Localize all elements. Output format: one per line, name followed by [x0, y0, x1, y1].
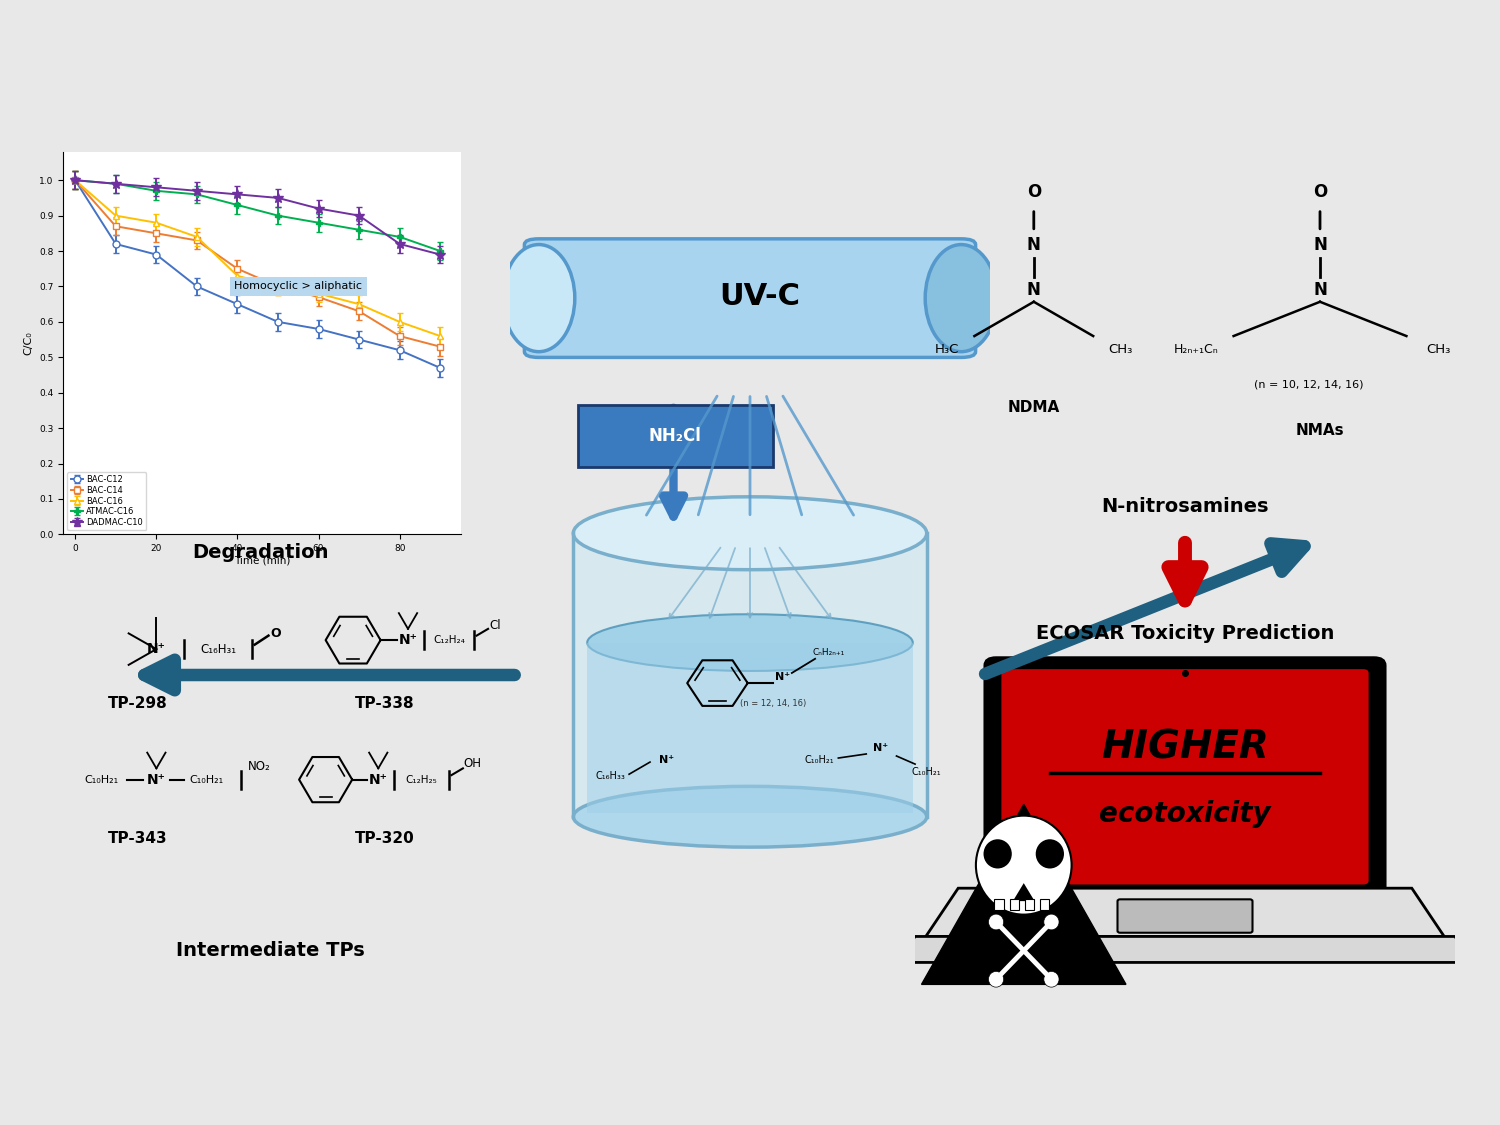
- Text: N⁺: N⁺: [776, 672, 790, 682]
- Text: C₁₀H₂₁: C₁₀H₂₁: [189, 775, 224, 784]
- FancyBboxPatch shape: [1040, 899, 1048, 910]
- Text: NH₂Cl: NH₂Cl: [648, 426, 702, 444]
- Text: (n = 10, 12, 14, 16): (n = 10, 12, 14, 16): [1254, 380, 1364, 390]
- Text: CₙH₂ₙ₊₁: CₙH₂ₙ₊₁: [813, 648, 844, 657]
- Circle shape: [1035, 839, 1064, 868]
- Ellipse shape: [573, 497, 927, 569]
- Text: NDMA: NDMA: [1008, 400, 1060, 415]
- Circle shape: [1044, 915, 1059, 930]
- Text: C₁₀H₂₁: C₁₀H₂₁: [84, 775, 118, 784]
- Text: TP-298: TP-298: [108, 695, 168, 711]
- Y-axis label: C/C₀: C/C₀: [24, 331, 33, 356]
- Text: CH₃: CH₃: [1108, 343, 1132, 356]
- Ellipse shape: [926, 244, 998, 352]
- Text: N: N: [1312, 281, 1328, 299]
- Circle shape: [1044, 971, 1059, 987]
- Text: N⁺: N⁺: [399, 633, 417, 647]
- Polygon shape: [898, 936, 1472, 962]
- Text: Cl: Cl: [489, 619, 501, 632]
- Text: C₁₂H₂₅: C₁₂H₂₅: [406, 775, 438, 784]
- Text: TP-343: TP-343: [108, 830, 168, 846]
- Circle shape: [988, 915, 1004, 930]
- Text: OH: OH: [464, 757, 482, 771]
- Text: O: O: [270, 627, 280, 640]
- Text: C₁₀H₂₁: C₁₀H₂₁: [806, 755, 834, 765]
- Text: Intermediate TPs: Intermediate TPs: [177, 942, 364, 960]
- Text: C₁₆H₃₁: C₁₆H₃₁: [200, 642, 236, 656]
- Ellipse shape: [503, 244, 574, 352]
- Circle shape: [984, 839, 1012, 868]
- Text: TP-320: TP-320: [356, 830, 416, 846]
- FancyBboxPatch shape: [1118, 899, 1252, 933]
- Text: N⁺: N⁺: [147, 642, 166, 656]
- FancyBboxPatch shape: [573, 533, 927, 817]
- Text: C₁₀H₂₁: C₁₀H₂₁: [912, 767, 942, 777]
- Text: C₁₆H₃₃: C₁₆H₃₃: [596, 772, 626, 781]
- FancyBboxPatch shape: [1024, 899, 1033, 910]
- Ellipse shape: [573, 786, 927, 847]
- FancyBboxPatch shape: [1010, 899, 1019, 910]
- Text: O: O: [1026, 183, 1041, 201]
- X-axis label: Time (min): Time (min): [234, 556, 290, 566]
- Text: UV-C: UV-C: [718, 281, 800, 310]
- Text: H₂ₙ₊₁Cₙ: H₂ₙ₊₁Cₙ: [1173, 343, 1218, 356]
- Text: NMAs: NMAs: [1296, 423, 1344, 438]
- Text: H₃C: H₃C: [934, 343, 960, 356]
- Ellipse shape: [588, 614, 912, 670]
- Circle shape: [976, 816, 1071, 915]
- FancyBboxPatch shape: [525, 238, 975, 358]
- Legend: BAC-C12, BAC-C14, BAC-C16, ATMAC-C16, DADMAC-C10: BAC-C12, BAC-C14, BAC-C16, ATMAC-C16, DA…: [68, 471, 147, 530]
- Text: N⁺: N⁺: [658, 755, 674, 765]
- FancyBboxPatch shape: [986, 658, 1384, 896]
- Text: NO₂: NO₂: [248, 759, 270, 773]
- Text: N: N: [1028, 235, 1041, 253]
- Text: N: N: [1028, 281, 1041, 299]
- Text: ECOSAR Toxicity Prediction: ECOSAR Toxicity Prediction: [1036, 624, 1334, 643]
- Text: N⁺: N⁺: [873, 742, 888, 753]
- Text: C₁₂H₂₄: C₁₂H₂₄: [433, 636, 465, 645]
- Text: N⁺: N⁺: [369, 773, 387, 786]
- FancyBboxPatch shape: [994, 899, 1004, 910]
- Polygon shape: [926, 889, 1444, 936]
- Text: N: N: [1312, 235, 1328, 253]
- Text: Homocyclic > aliphatic: Homocyclic > aliphatic: [234, 281, 363, 291]
- Text: TP-338: TP-338: [356, 695, 416, 711]
- FancyBboxPatch shape: [588, 642, 912, 812]
- Circle shape: [988, 971, 1004, 987]
- Text: N-nitrosamines: N-nitrosamines: [1101, 497, 1269, 516]
- FancyBboxPatch shape: [1002, 669, 1368, 884]
- Text: ecotoxicity: ecotoxicity: [1100, 800, 1270, 828]
- Text: O: O: [1312, 183, 1328, 201]
- Text: HIGHER: HIGHER: [1101, 728, 1269, 766]
- Polygon shape: [921, 804, 1126, 984]
- Polygon shape: [1013, 883, 1035, 901]
- Text: N⁺: N⁺: [147, 773, 166, 786]
- Text: Degradation: Degradation: [192, 543, 330, 562]
- Text: CH₃: CH₃: [1426, 343, 1450, 356]
- Text: (n = 12, 14, 16): (n = 12, 14, 16): [740, 699, 807, 708]
